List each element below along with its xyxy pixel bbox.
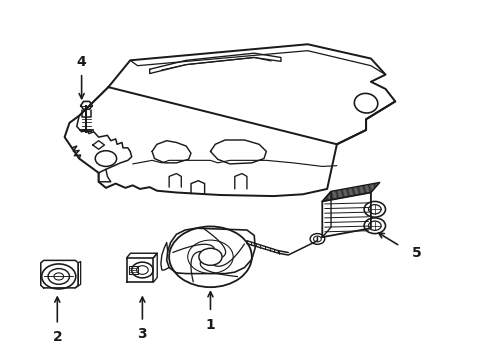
Text: 3: 3 [137,327,147,341]
Text: 4: 4 [77,55,86,69]
Text: 2: 2 [52,330,62,344]
Text: 5: 5 [411,246,421,260]
Text: 1: 1 [205,318,215,332]
